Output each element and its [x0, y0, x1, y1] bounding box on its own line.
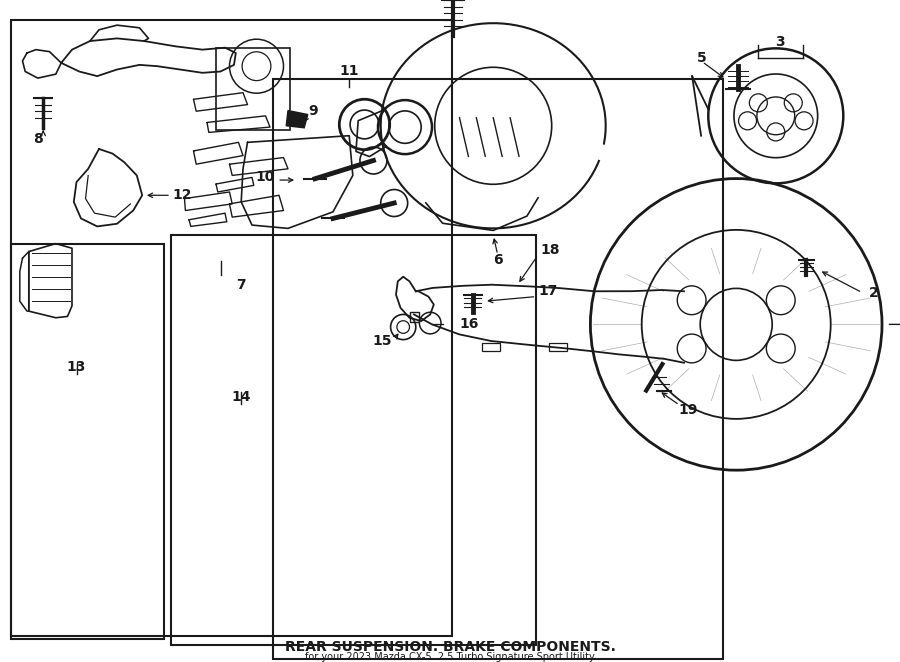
Text: 11: 11 — [339, 64, 359, 79]
Text: 13: 13 — [67, 360, 86, 375]
Bar — [410, 312, 419, 322]
Polygon shape — [286, 111, 308, 128]
Text: 10: 10 — [255, 170, 274, 185]
Text: 7: 7 — [237, 277, 246, 292]
Text: 5: 5 — [698, 50, 706, 65]
Text: 16: 16 — [459, 317, 479, 332]
Bar — [273, 79, 723, 659]
Text: 18: 18 — [540, 243, 560, 258]
Bar — [11, 244, 164, 639]
Text: 19: 19 — [679, 403, 698, 418]
Bar — [549, 343, 567, 351]
Text: 2: 2 — [868, 285, 878, 300]
Text: 8: 8 — [33, 132, 42, 146]
Text: 3: 3 — [776, 35, 785, 50]
Text: 15: 15 — [372, 334, 392, 348]
Text: 17: 17 — [538, 284, 558, 299]
Bar — [482, 343, 500, 351]
Bar — [216, 48, 290, 130]
Text: 9: 9 — [308, 104, 318, 118]
Text: 6: 6 — [493, 253, 502, 267]
Text: for your 2023 Mazda CX-5  2.5 Turbo Signature Sport Utility: for your 2023 Mazda CX-5 2.5 Turbo Signa… — [305, 651, 595, 662]
Text: REAR SUSPENSION. BRAKE COMPONENTS.: REAR SUSPENSION. BRAKE COMPONENTS. — [284, 640, 616, 655]
Bar — [11, 20, 452, 636]
Text: 12: 12 — [173, 188, 193, 203]
Text: 14: 14 — [231, 390, 251, 404]
Bar — [171, 235, 536, 645]
